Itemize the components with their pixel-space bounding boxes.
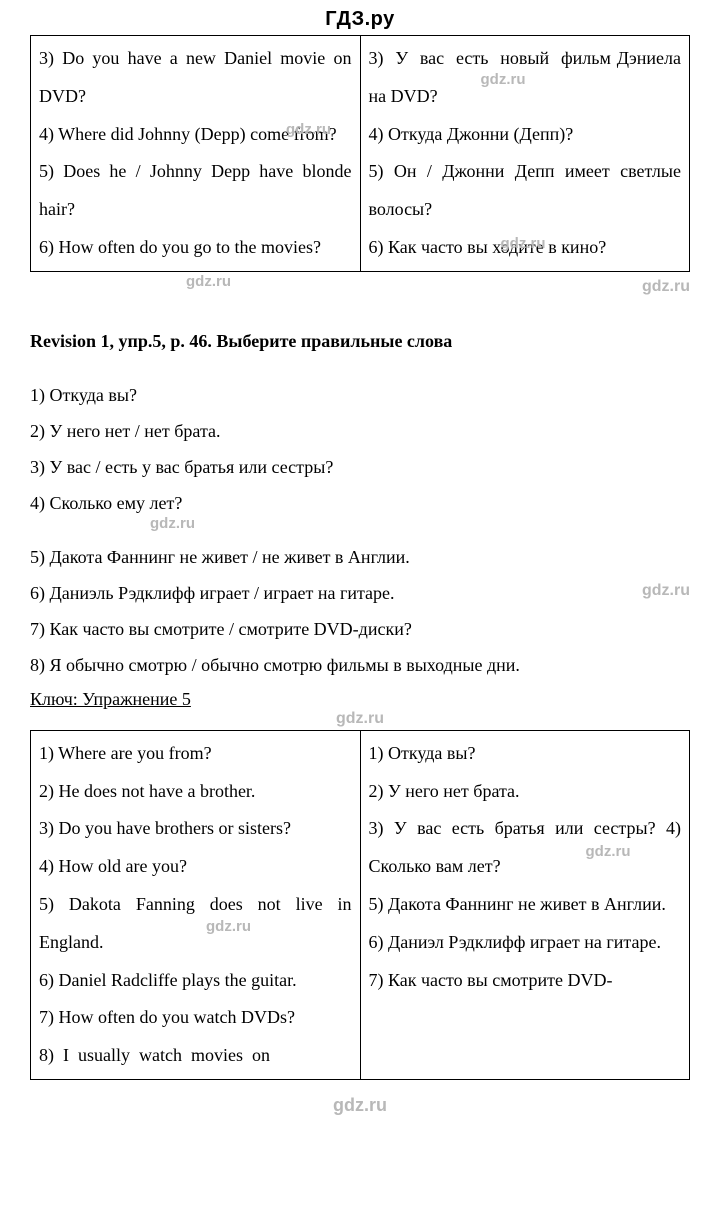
table1-line: 4) Where did Johnny (Depp) come [39, 124, 289, 144]
table2-line: 3) Do you have brothers or sisters? [39, 818, 291, 838]
table2-line: 2) У него нет брата. [369, 781, 520, 801]
list-item: 2) У него нет / нет брата. [30, 413, 690, 449]
footer-watermark: gdz.ru [30, 1080, 690, 1126]
table1-line: 5) Он / Джонни Депп имеет светлые волосы… [369, 161, 682, 219]
table2-line: 7) Как часто вы смотрите DVD- [369, 970, 613, 990]
table1-line: 3) У вас есть новый фильм [369, 48, 611, 68]
list-item: 7) Как часто вы смотрите / смотрите DVD-… [30, 611, 690, 647]
table2-russian-cell: 1) Откуда вы? 2) У него нет брата. 3) У … [360, 730, 690, 1079]
table1-line: 6) Как часто вы ходите в кино? [369, 237, 607, 257]
table2-line: 1) Where are you from? [39, 743, 212, 763]
watermark-text: gdz.ru [30, 710, 690, 728]
list-item: 5) Дакота Фаннинг не живет / не живет в … [30, 539, 690, 575]
table1-russian-cell: 3) У вас есть новый фильм gdz.ru Дэниела… [360, 36, 690, 272]
table1-line: movies? [261, 237, 321, 257]
table1-line: from? [294, 124, 337, 144]
exercise-list: 1) Откуда вы? 2) У него нет / нет брата.… [30, 377, 690, 683]
list-item: 6) Даниэль Рэдклифф играет / играет на г… [30, 575, 690, 611]
table1-line: 5) Does he / Johnny Depp have blonde hai… [39, 161, 352, 219]
table2-line: 6) Даниэл Рэдклифф играет на гитаре. [369, 932, 661, 952]
table1-line: 3) Do you have a new Daniel movie on DVD… [39, 48, 352, 106]
table2-line: 6) Daniel Radcliffe plays the guitar. [39, 970, 297, 990]
table1-line: 4) Откуда Джонни (Депп)? [369, 124, 574, 144]
document-page: ГДЗ.ру 3) Do you have a new Daniel movie… [0, 0, 720, 1146]
table2-line: 5) Dakota Fanning does not live in [39, 894, 352, 914]
table2-line: England. [39, 932, 104, 952]
table2-line: 1) Откуда вы? [369, 743, 476, 763]
table1-line: 6) How often do you go to the [39, 237, 256, 257]
table1-english-cell: 3) Do you have a new Daniel movie on DVD… [31, 36, 361, 272]
list-item-text: 6) Даниэль Рэдклифф играет / играет на г… [30, 583, 395, 603]
site-logo: ГДЗ.ру [30, 0, 690, 35]
watermark-text: gdz.ru [150, 509, 690, 539]
table2-line: 5) Дакота Фаннинг не живет в Англии. [369, 894, 666, 914]
translation-table-2: 1) Where are you from? 2) He does not ha… [30, 730, 690, 1080]
table2-line: 3) У вас есть братья или сестры? [369, 818, 656, 838]
watermark-text: gdz.ru [642, 575, 690, 607]
exercise-title: Revision 1, упр.5, p. 46. Выберите прави… [30, 321, 690, 377]
table2-line: 2) He does not have a brother. [39, 781, 255, 801]
table2-line: 7) How often do you watch DVDs? [39, 1007, 295, 1027]
watermark-text: gdz.ru [206, 911, 251, 943]
watermark-text: gdz.ru [481, 64, 526, 96]
table2-line: 8) I usually watch movies on [39, 1045, 270, 1065]
table2-english-cell: 1) Where are you from? 2) He does not ha… [31, 730, 361, 1079]
list-item: 8) Я обычно смотрю / обычно смотрю фильм… [30, 647, 690, 683]
list-item: 3) У вас / есть у вас братья или сестры? [30, 449, 690, 485]
translation-table-1: 3) Do you have a new Daniel movie on DVD… [30, 35, 690, 272]
table2-line: 4) How old are you? [39, 856, 187, 876]
watermark-text: gdz.ru [586, 836, 631, 868]
list-item: 1) Откуда вы? [30, 377, 690, 413]
watermark-text: gdz.ru [30, 272, 690, 321]
